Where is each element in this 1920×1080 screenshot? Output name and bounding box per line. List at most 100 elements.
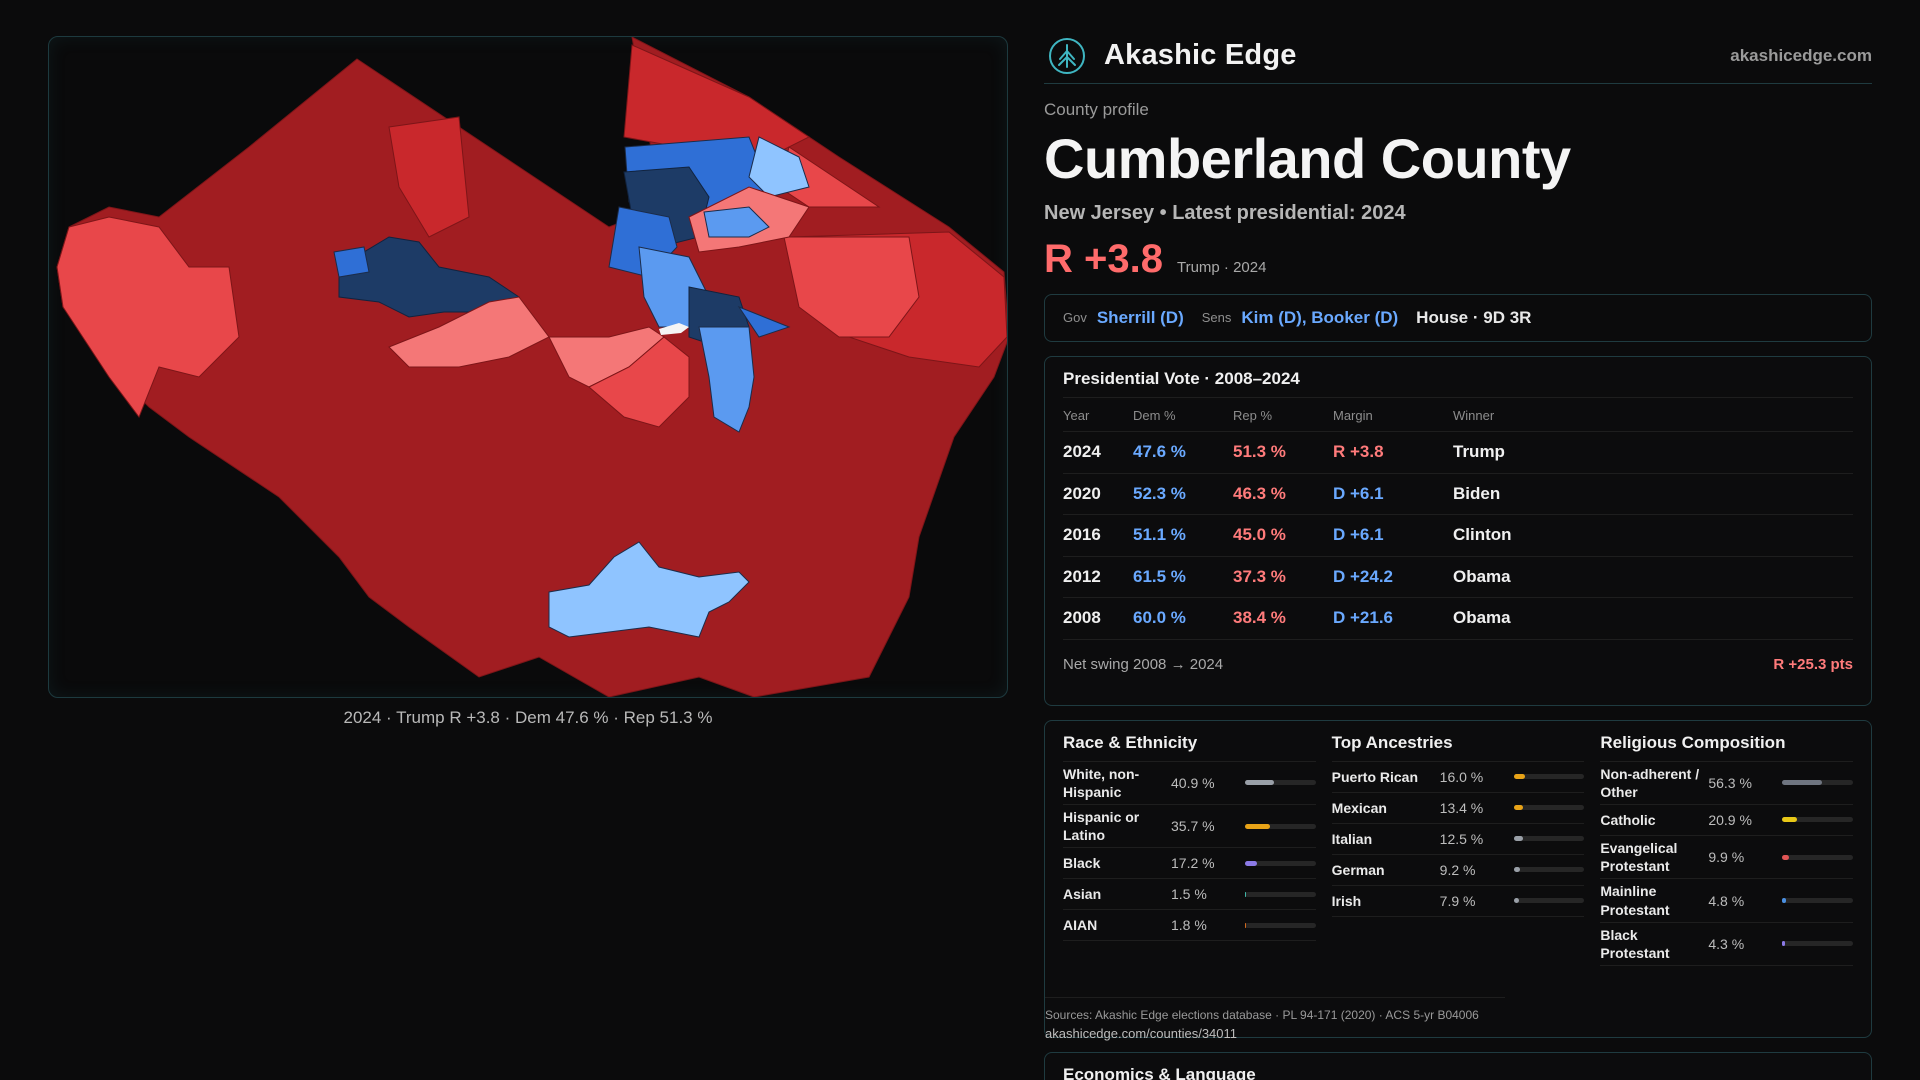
list-item[interactable]: Non-adherent / Other 56.3 %	[1600, 762, 1854, 805]
headline-margin-note: Trump · 2024	[1176, 258, 1267, 276]
item-value: 1.8 %	[1171, 917, 1207, 934]
item-label: Black	[1063, 855, 1101, 872]
list-item[interactable]: Catholic 20.9 %	[1600, 805, 1854, 836]
share-bar-fill	[1782, 854, 1790, 860]
precinct-map-svg[interactable]	[49, 37, 1008, 698]
list-item[interactable]: Black Protestant 4.3 %	[1600, 923, 1854, 967]
map-region-bridgeton-likely-d[interactable]	[333, 246, 370, 278]
list-item[interactable]: Irish 7.9 %	[1331, 886, 1585, 917]
list-item[interactable]: Mexican 13.4 %	[1331, 793, 1585, 824]
table-row[interactable]: 2016 51.1 % 45.0 % D +6.1 Clinton	[1063, 514, 1853, 557]
ancestries-title: Top Ancestries	[1331, 733, 1585, 762]
dem-pct-cell: 51.1 %	[1133, 514, 1233, 557]
economics-title: Economics & Language	[1063, 1064, 1256, 1080]
profile-subtitle: New Jersey • Latest presidential: 2024	[1044, 201, 1406, 224]
net-swing-label: Net swing 2008 → 2024	[1063, 655, 1224, 673]
map-region-central-lean-d-3[interactable]	[737, 305, 791, 338]
table-row[interactable]: 2020 52.3 % 46.3 % D +6.1 Biden	[1063, 473, 1853, 516]
item-value: 4.8 %	[1708, 892, 1745, 909]
share-bar-fill	[1782, 817, 1798, 823]
senators-value: Kim (D), Booker (D)	[1241, 307, 1399, 327]
year-cell: 2020	[1063, 473, 1133, 516]
share-bar-fill	[1245, 780, 1274, 786]
table-row[interactable]: 2012 61.5 % 37.3 % D +24.2 Obama	[1063, 556, 1853, 599]
race-ethnicity-title: Race & Ethnicity	[1063, 733, 1316, 762]
rep-pct-cell: 45.0 %	[1233, 514, 1333, 557]
list-item[interactable]: Asian 1.5 %	[1063, 879, 1316, 911]
religion-column: Religious Composition Non-adherent / Oth…	[1600, 733, 1854, 967]
share-bar-fill	[1245, 891, 1247, 897]
economics-card: Economics & Language	[1044, 1051, 1872, 1080]
list-item[interactable]: Mainline Protestant 4.8 %	[1600, 879, 1854, 923]
margin-cell: D +6.1	[1333, 473, 1453, 516]
brand-name[interactable]: Akashic Edge	[1104, 39, 1297, 71]
list-item[interactable]: Evangelical Protestant 9.9 %	[1600, 836, 1854, 880]
map-region-vineland-tilt-d-small[interactable]	[703, 206, 770, 238]
map-region-east-lean-r-2[interactable]	[783, 236, 920, 338]
item-label: Catholic	[1600, 811, 1656, 828]
share-bar-track	[1782, 780, 1854, 786]
item-label: Puerto Rican	[1331, 768, 1419, 785]
list-item[interactable]: German 9.2 %	[1331, 855, 1585, 886]
map-region-west-lean-r[interactable]	[56, 216, 240, 419]
item-label: Black Protestant	[1600, 926, 1670, 961]
brand-url[interactable]: akashicedge.com	[1730, 45, 1872, 65]
list-item[interactable]: Hispanic or Latino 35.7 %	[1063, 805, 1316, 849]
share-bar-track	[1782, 941, 1854, 947]
list-item[interactable]: AIAN 1.8 %	[1063, 910, 1316, 942]
share-bar-track	[1782, 898, 1854, 904]
share-bar-track	[1513, 898, 1585, 904]
map-feature-river	[659, 323, 689, 335]
dem-pct-cell: 47.6 %	[1133, 431, 1233, 474]
map-caption: 2024 · Trump R +3.8 · Dem 47.6 % · Rep 5…	[343, 708, 713, 727]
item-label: Mainline Protestant	[1600, 883, 1670, 918]
table-row[interactable]: 2008 60.0 % 38.4 % D +21.6 Obama	[1063, 597, 1853, 640]
profile-eyebrow: County profile	[1044, 100, 1149, 119]
table-row[interactable]: 2024 47.6 % 51.3 % R +3.8 Trump	[1063, 431, 1853, 474]
year-cell: 2012	[1063, 556, 1133, 599]
house-value: House · 9D 3R	[1416, 307, 1532, 327]
list-item[interactable]: Black 17.2 %	[1063, 848, 1316, 880]
list-item[interactable]: White, non-Hispanic 40.9 %	[1063, 762, 1316, 805]
share-bar-track	[1782, 817, 1854, 823]
net-swing-row: Net swing 2008 → 2024 R +25.3 pts	[1063, 656, 1853, 673]
list-item[interactable]: Puerto Rican 16.0 %	[1331, 762, 1585, 793]
item-label: Evangelical Protestant	[1600, 839, 1678, 875]
religion-title: Religious Composition	[1600, 733, 1854, 762]
map-region-center-lean-r[interactable]	[588, 336, 690, 428]
margin-cell: D +21.6	[1333, 597, 1453, 640]
winner-cell: Trump	[1453, 431, 1853, 474]
source-url-link[interactable]: akashicedge.com/counties/34011	[1045, 1026, 1237, 1042]
item-label: Hispanic or Latino	[1063, 808, 1140, 844]
governor-value: Sherrill (D)	[1096, 307, 1184, 327]
item-label: Mexican	[1331, 799, 1387, 816]
share-bar-fill	[1245, 922, 1247, 928]
margin-cell: R +3.8	[1333, 431, 1453, 474]
share-bar-fill	[1245, 860, 1258, 866]
tree-of-life-icon[interactable]	[1048, 37, 1086, 75]
share-bar-track	[1245, 891, 1316, 897]
year-cell: 2024	[1063, 431, 1133, 474]
margin-cell: D +24.2	[1333, 556, 1453, 599]
share-bar-fill	[1513, 805, 1524, 811]
rep-pct-cell: 37.3 %	[1233, 556, 1333, 599]
col-header-margin: Margin	[1333, 399, 1453, 433]
race-ethnicity-column: Race & Ethnicity White, non-Hispanic 40.9…	[1063, 733, 1316, 967]
map-region-vineland-tilt-d-east[interactable]	[748, 136, 810, 198]
list-item[interactable]: Italian 12.5 %	[1331, 824, 1585, 855]
map-region-north-central-lean-r[interactable]	[388, 116, 470, 238]
col-header-dem: Dem %	[1133, 399, 1233, 433]
winner-cell: Biden	[1453, 473, 1853, 516]
item-value: 16.0 %	[1439, 768, 1484, 785]
county-map[interactable]	[48, 36, 1008, 698]
item-label: Non-adherent / Other	[1600, 765, 1700, 800]
margin-cell: D +6.1	[1333, 514, 1453, 557]
col-header-rep: Rep %	[1233, 399, 1333, 433]
share-bar-fill	[1513, 836, 1523, 842]
presidential-vote-card: Presidential Vote · 2008–2024 Year Dem %…	[1044, 355, 1872, 706]
item-value: 35.7 %	[1171, 818, 1215, 835]
map-region-south-tilt-d[interactable]	[548, 541, 750, 638]
share-bar-fill	[1782, 941, 1786, 947]
map-region-central-lean-d-2[interactable]	[698, 326, 755, 433]
sens-label: Sens	[1201, 310, 1232, 326]
